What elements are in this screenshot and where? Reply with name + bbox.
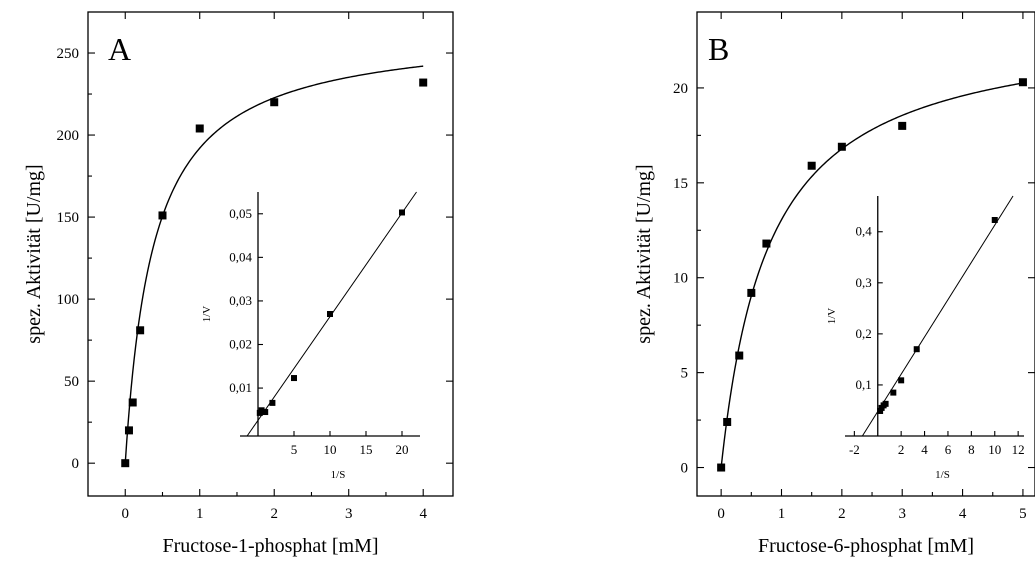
data-point (195, 124, 204, 133)
inset-x-tick-label: 2 (898, 442, 905, 457)
x-axis-label: Fructose-6-phosphat [mM] (758, 535, 974, 557)
inset-y-tick-label: 0,05 (229, 206, 252, 221)
data-point (1018, 78, 1027, 87)
inset-plot: 5 10 15 20 0,01 0,02 0,03 0,04 0,05 1/S 1/V (201, 191, 420, 481)
inset-x-tick-label: 15 (360, 442, 373, 457)
x-tick-label: 2 (838, 506, 846, 522)
inset-y-tick-label: 0,04 (229, 249, 252, 264)
inset-data-point (890, 389, 897, 396)
data-point (747, 288, 756, 297)
inset-data-point (269, 399, 276, 406)
data-point (128, 398, 137, 407)
inset-x-tick-label: 5 (291, 442, 298, 457)
inset-x-tick-label: 4 (921, 442, 928, 457)
x-tick-label: 3 (898, 506, 906, 522)
inset-data-point (291, 375, 297, 382)
data-point (136, 326, 145, 335)
y-tick-label: 250 (57, 46, 80, 62)
inset-plot: -2 2 4 6 8 10 12 0,1 0,2 0,3 0,4 1/S 1/V (826, 195, 1025, 481)
data-point (121, 459, 130, 468)
plot-frame (87, 11, 454, 497)
x-tick-label: 0 (121, 506, 129, 522)
x-tick-label: 3 (345, 506, 353, 522)
inset-y-tick-label: 0,3 (856, 275, 872, 290)
data-point (735, 351, 744, 360)
inset-data-point (877, 407, 884, 414)
inset-x-tick-label: 8 (968, 442, 975, 457)
x-tick-label: 1 (778, 506, 786, 522)
y-axis-label: spez. Aktivität [U/mg] (23, 164, 45, 343)
data-point (898, 121, 907, 130)
y-tick-label: 200 (57, 128, 80, 144)
inset-y-axis-label: 1/V (201, 306, 213, 323)
panel-label: A (108, 31, 131, 67)
inset-y-tick-label: 0,02 (229, 337, 252, 352)
inset-x-tick-label: 12 (1012, 442, 1025, 457)
data-point (717, 463, 726, 472)
data-point (419, 78, 428, 87)
data-point (762, 239, 771, 248)
inset-x-tick-label: 20 (396, 442, 409, 457)
inset-y-tick-label: 0,1 (856, 377, 872, 392)
x-tick-label: 4 (419, 506, 427, 522)
inset-x-tick-label: 6 (945, 442, 952, 457)
inset-data-point (898, 377, 905, 384)
inset-y-tick-label: 0,01 (229, 380, 252, 395)
inset-y-tick-label: 0,4 (856, 224, 873, 239)
data-point (723, 417, 732, 426)
plot-frame (696, 11, 1035, 497)
y-tick-label: 100 (57, 292, 80, 308)
panel-label: B (708, 31, 729, 67)
x-tick-label: 2 (270, 506, 278, 522)
data-point (158, 211, 167, 220)
y-tick-label: 15 (673, 176, 688, 192)
x-tick-label: 4 (959, 506, 967, 522)
data-point (807, 161, 816, 170)
inset-x-tick-label: 10 (988, 442, 1001, 457)
inset-y-tick-label: 0,03 (229, 293, 252, 308)
x-tick-label: 5 (1019, 506, 1027, 522)
y-tick-label: 5 (681, 366, 689, 382)
y-axis-label: spez. Aktivität [U/mg] (633, 164, 655, 343)
inset-fit-line (861, 195, 1014, 437)
y-tick-label: 150 (57, 210, 80, 226)
inset-data-point (256, 409, 263, 416)
y-tick-label: 0 (681, 461, 689, 477)
inset-data-point (882, 400, 889, 407)
inset-y-tick-label: 0,2 (856, 326, 872, 341)
data-point (124, 426, 133, 435)
y-tick-label: 0 (72, 456, 80, 472)
inset-y-axis-label: 1/V (826, 308, 838, 325)
inset-data-point (399, 209, 405, 216)
y-tick-label: 10 (673, 271, 688, 287)
data-point (837, 142, 846, 151)
fit-curve (720, 82, 1024, 468)
fit-curve (124, 65, 424, 464)
inset-data-point (913, 346, 920, 353)
data-point (270, 98, 279, 107)
inset-x-axis-label: 1/S (331, 469, 346, 481)
panel-a: 0 1 2 3 4 0 50 100 150 200 250 A Fructose-1-phosphat… (23, 11, 454, 557)
inset-data-point (327, 311, 333, 317)
x-tick-label: 0 (717, 506, 725, 522)
y-tick-label: 50 (64, 374, 79, 390)
inset-x-tick-label: -2 (849, 442, 860, 457)
x-axis-label: Fructose-1-phosphat [mM] (162, 535, 378, 557)
inset-data-point (991, 217, 998, 223)
inset-x-tick-label: 10 (324, 442, 337, 457)
x-tick-label: 1 (196, 506, 204, 522)
inset-x-axis-label: 1/S (935, 469, 950, 481)
inset-data-point (262, 409, 269, 416)
y-tick-label: 20 (673, 81, 688, 97)
